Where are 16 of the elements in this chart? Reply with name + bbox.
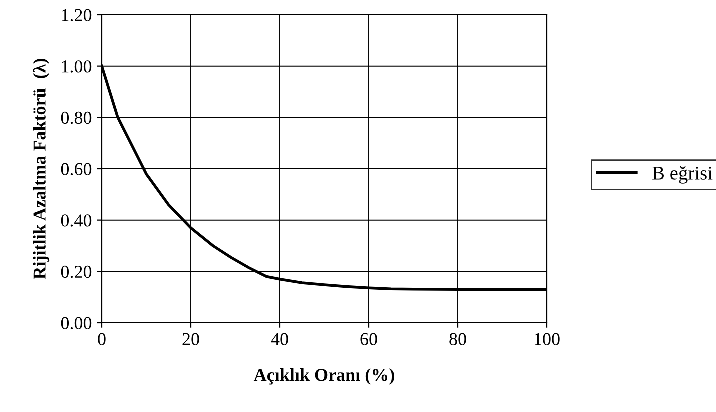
y-tick-label: 0.60 (61, 163, 92, 176)
legend-label: B eğrisi (652, 166, 713, 184)
y-tick-label: 0.40 (61, 214, 92, 227)
x-tick-label: 40 (271, 333, 288, 346)
x-tick-label: 60 (360, 333, 378, 346)
y-axis-title: Rijitlik Azaltma Faktörü (λ) (33, 59, 50, 280)
y-tick-label: 1.00 (62, 60, 92, 73)
x-tick-label: 80 (450, 333, 466, 346)
y-tick-label: 0.00 (61, 317, 92, 330)
y-tick-label: 1.20 (62, 9, 92, 22)
x-tick-label: 100 (535, 333, 560, 346)
x-axis-title: Açıklık Oranı (%) (254, 368, 394, 385)
x-tick-label: 20 (182, 333, 200, 346)
y-tick-label: 0.80 (61, 112, 92, 124)
x-tick-label: 0 (98, 333, 106, 346)
y-tick-label: 0.20 (61, 266, 92, 278)
